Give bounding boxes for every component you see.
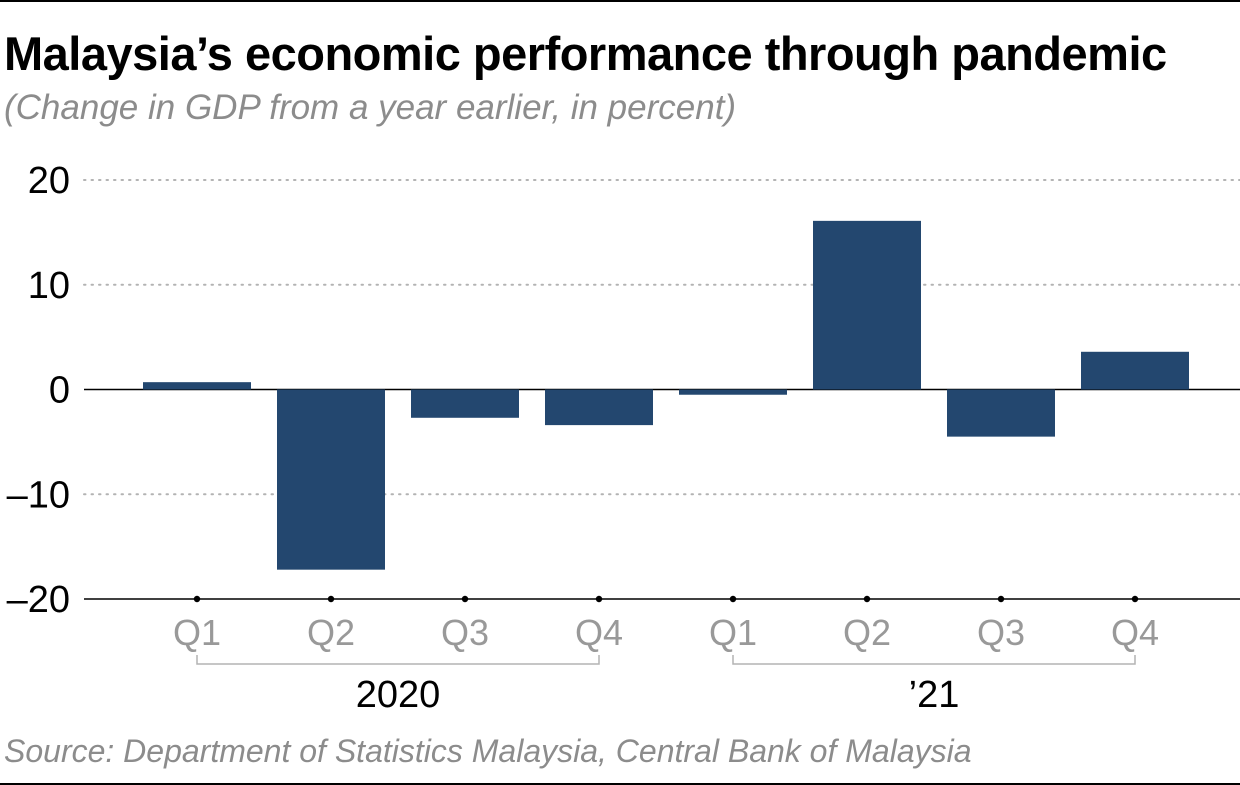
x-category-label: Q4 bbox=[1111, 612, 1159, 653]
x-tick-dot bbox=[595, 595, 603, 603]
x-category-label: Q2 bbox=[843, 612, 891, 653]
bar-8 bbox=[1081, 351, 1189, 390]
bar-4 bbox=[545, 389, 653, 426]
bar-2 bbox=[277, 389, 385, 570]
x-tick-dot bbox=[461, 595, 469, 603]
x-category-label: Q4 bbox=[575, 612, 623, 653]
chart-title: Malaysia’s economic performance through … bbox=[4, 27, 1167, 80]
x-tick-dot bbox=[863, 595, 871, 603]
x-tick-dot bbox=[997, 595, 1005, 603]
x-category-label: Q1 bbox=[173, 612, 221, 653]
y-tick-label: 10 bbox=[28, 265, 70, 307]
x-tick-dot bbox=[729, 595, 737, 603]
x-category-label: Q3 bbox=[977, 612, 1025, 653]
y-tick-label: –20 bbox=[7, 579, 70, 621]
bar-7 bbox=[947, 389, 1055, 437]
bar-6 bbox=[813, 220, 921, 390]
y-tick-label: 0 bbox=[49, 370, 70, 412]
x-category-label: Q2 bbox=[307, 612, 355, 653]
x-tick-dot bbox=[327, 595, 335, 603]
x-category-label: Q3 bbox=[441, 612, 489, 653]
x-category-label: Q1 bbox=[709, 612, 757, 653]
bottom-rule bbox=[0, 783, 1240, 785]
group-bracket bbox=[196, 655, 600, 665]
bar-3 bbox=[411, 389, 519, 418]
x-tick-dot bbox=[193, 595, 201, 603]
y-tick-label: –10 bbox=[7, 474, 70, 516]
y-tick-label: 20 bbox=[28, 160, 70, 202]
chart-subtitle: (Change in GDP from a year earlier, in p… bbox=[4, 88, 737, 127]
group-bracket bbox=[732, 655, 1136, 665]
group-label: ’21 bbox=[909, 674, 960, 716]
group-label: 2020 bbox=[356, 674, 441, 716]
x-tick-dot bbox=[1131, 595, 1139, 603]
bar-5 bbox=[679, 389, 787, 395]
bar-1 bbox=[143, 382, 251, 390]
source-note: Source: Department of Statistics Malaysi… bbox=[4, 733, 972, 769]
top-rule bbox=[0, 0, 1240, 2]
